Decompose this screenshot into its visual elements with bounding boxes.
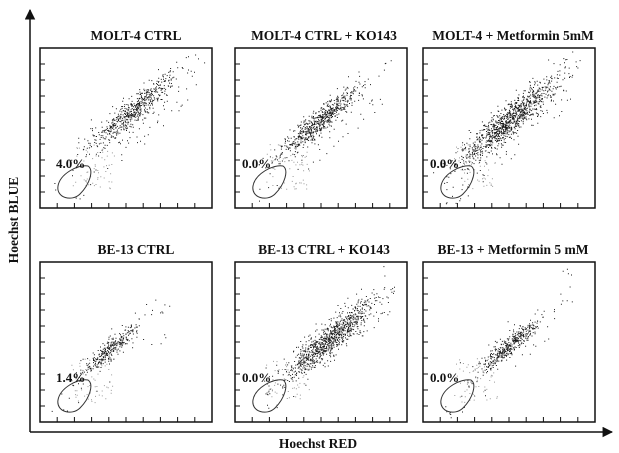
panel-1-gate xyxy=(57,165,92,199)
panel-5-frame xyxy=(234,261,408,423)
panel-3-gate-percent: 0.0% xyxy=(430,156,459,171)
panel-4-gate xyxy=(57,379,92,413)
scatter-points-faint xyxy=(266,358,310,400)
panel-4-title: BE-13 CTRL xyxy=(98,242,175,257)
scatter-points xyxy=(258,60,392,202)
panel-2-gate-percent: 0.0% xyxy=(242,156,271,171)
scatter-points xyxy=(433,51,581,205)
panel-3-title: MOLT-4 + Metformin 5mM xyxy=(432,28,594,43)
x-axis-label: Hoechst RED xyxy=(279,436,358,451)
panel-3-gate xyxy=(440,165,475,199)
panel-4-gate-percent: 1.4% xyxy=(56,370,85,385)
panel-1-ticks xyxy=(40,63,196,208)
panel-3-frame xyxy=(422,47,596,209)
scatter-points-faint xyxy=(454,144,496,190)
panel-2: MOLT-4 CTRL + KO143 0.0% xyxy=(234,28,408,209)
panel-1-title: MOLT-4 CTRL xyxy=(91,28,182,43)
panel-1-points xyxy=(54,54,206,200)
panel-4-ticks xyxy=(40,277,196,422)
scatter-points xyxy=(264,266,395,409)
panel-2-title: MOLT-4 CTRL + KO143 xyxy=(251,28,397,43)
panel-6-gate xyxy=(440,379,475,413)
panel-2-points xyxy=(258,60,392,202)
panel-6-gate-percent: 0.0% xyxy=(430,370,459,385)
panel-5: BE-13 CTRL + KO143 0.0% xyxy=(234,242,408,423)
scatter-points xyxy=(445,268,573,419)
panel-1-gate-percent: 4.0% xyxy=(56,156,85,171)
panel-6-points xyxy=(445,268,573,419)
panel-6-title: BE-13 + Metformin 5 mM xyxy=(438,242,589,257)
panel-1-frame xyxy=(39,47,213,209)
scatter-points-faint xyxy=(72,144,115,190)
panel-2-frame xyxy=(234,47,408,209)
scatter-points xyxy=(54,54,206,200)
panel-5-points xyxy=(264,266,395,409)
panel-2-ticks xyxy=(235,63,391,208)
panel-5-gate-percent: 0.0% xyxy=(242,370,271,385)
scatter-points-faint xyxy=(454,358,498,403)
y-axis-label: Hoechst BLUE xyxy=(6,177,21,264)
panel-5-ticks xyxy=(235,277,391,422)
panel-6: BE-13 + Metformin 5 mM 0.0% xyxy=(422,242,596,423)
panel-6-ticks xyxy=(423,277,579,422)
panel-2-gate xyxy=(252,165,287,199)
panel-4: BE-13 CTRL 1.4% xyxy=(39,242,213,423)
panel-3-points xyxy=(433,51,581,205)
panel-4-frame xyxy=(39,261,213,423)
panel-6-frame xyxy=(422,261,596,423)
panel-1: MOLT-4 CTRL 4.0% xyxy=(39,28,213,209)
scatter-points xyxy=(51,299,171,412)
panel-5-title: BE-13 CTRL + KO143 xyxy=(258,242,390,257)
panel-5-gate xyxy=(252,379,287,413)
panel-4-points xyxy=(51,299,171,412)
panel-3-ticks xyxy=(423,63,579,208)
panel-3: MOLT-4 + Metformin 5mM 0.0% xyxy=(422,28,596,209)
